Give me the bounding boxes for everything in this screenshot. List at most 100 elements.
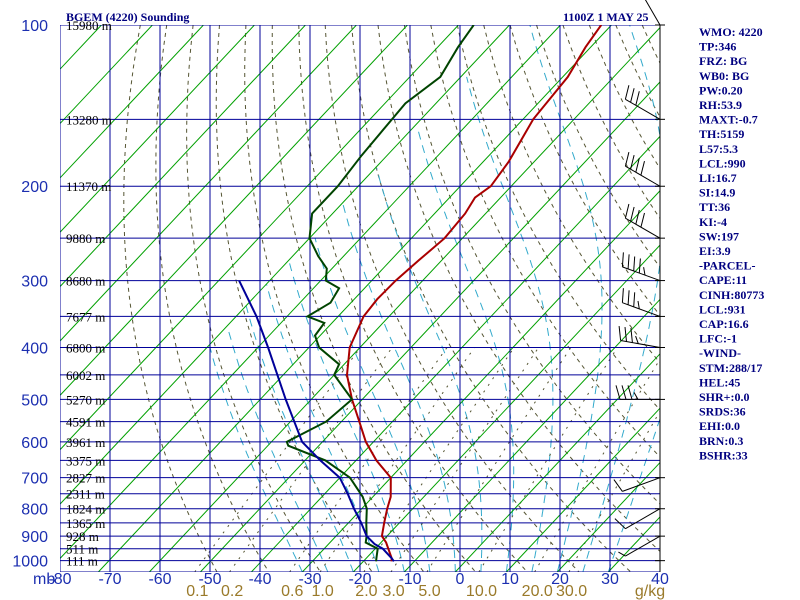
temperature-tick-label: -40 <box>248 571 271 588</box>
wind-barb-flag <box>640 160 645 176</box>
height-label: 6800 m <box>66 340 105 355</box>
wind-barb-flag <box>624 327 627 342</box>
wind-barb-flag <box>635 91 640 106</box>
isotherm-line <box>60 25 561 560</box>
height-label: 8680 m <box>66 274 105 289</box>
index-line: L57:5.3 <box>699 142 738 156</box>
index-line: LCL:990 <box>699 156 746 170</box>
index-line: SHR+:0.0 <box>699 390 750 404</box>
index-line: FRZ: BG <box>699 54 747 68</box>
height-label: 511 m <box>66 542 98 557</box>
moist-adiabat <box>607 417 660 572</box>
index-line: LFC:-1 <box>699 332 737 346</box>
index-line: SW:197 <box>699 229 739 243</box>
grid-layer <box>60 25 660 572</box>
mixing-ratio-line <box>534 358 660 572</box>
mixing-ratio-label: 3.0 <box>382 583 404 600</box>
isotherm-line <box>60 25 255 234</box>
index-line: BRN:0.3 <box>699 434 743 448</box>
height-label: 111 m <box>66 554 98 569</box>
moist-adiabat <box>266 284 380 572</box>
index-line: -WIND- <box>699 346 741 360</box>
wind-barbs <box>613 0 665 572</box>
isotherm-line <box>199 81 660 572</box>
dry-adiabat <box>186 25 321 572</box>
pressure-tick-label: 300 <box>21 274 48 291</box>
pressure-tick-label: 100 <box>21 18 48 35</box>
wind-barb-staff <box>625 535 661 557</box>
pressure-tick-label: 500 <box>21 392 48 409</box>
isotherm-line <box>60 25 204 179</box>
wind-barb-flag <box>624 203 630 219</box>
index-line: TP:346 <box>699 40 736 54</box>
mixing-ratio-label: 5.0 <box>418 583 440 600</box>
wind-barb-flag <box>635 335 639 344</box>
temperature-tick-label: -20 <box>348 571 371 588</box>
temperature-line <box>345 25 603 562</box>
height-label: 2311 m <box>66 487 105 502</box>
index-line: WMO: 4220 <box>699 25 763 39</box>
dry-adiabat <box>155 25 270 572</box>
temperature-tick-label: -50 <box>198 571 221 588</box>
mixing-ratio-line <box>363 347 515 572</box>
mixing-ratio-line <box>194 347 361 572</box>
wind-barb-flag <box>613 479 623 492</box>
height-label: 13280 m <box>66 112 112 127</box>
index-line: TH:5159 <box>699 127 744 141</box>
wind-barb-flag <box>627 254 630 269</box>
temperature-tick-label: -60 <box>148 571 171 588</box>
wind-barb-flag <box>615 385 621 400</box>
isotherm-line <box>60 25 510 505</box>
moist-adiabat <box>342 202 456 572</box>
height-label: 7677 m <box>66 309 105 324</box>
mixing-ratio-label: 20.0 <box>522 583 553 600</box>
height-label: 3375 m <box>66 453 105 468</box>
height-label: 4591 m <box>66 415 105 430</box>
wind-barb-flag <box>635 209 640 225</box>
mixing-ratio-line <box>390 347 540 572</box>
isotherm-line <box>148 26 660 572</box>
index-line: -PARCEL- <box>699 259 755 273</box>
index-line: RH:53.9 <box>699 98 742 112</box>
isotherm-line <box>60 25 306 288</box>
wind-barb-flag <box>618 551 626 557</box>
height-label: 3961 m <box>66 435 105 450</box>
isotherm-line <box>60 25 459 451</box>
wind-barb-flag <box>638 258 641 274</box>
wind-barb-flag <box>630 328 633 343</box>
wind-barb-flag <box>640 212 645 228</box>
height-label: 1824 m <box>66 502 105 517</box>
moist-adiabat <box>209 347 303 572</box>
dry-adiabat <box>271 25 476 572</box>
dry-adiabat <box>562 25 660 220</box>
adiabat-layer <box>60 25 660 572</box>
wind-barb-flag <box>630 154 635 170</box>
temperature-tick-label: 20 <box>551 571 569 588</box>
dry-adiabat <box>483 25 660 364</box>
profile-layer <box>238 25 603 562</box>
wind-barb-flag <box>621 385 627 400</box>
wind-barb-staff <box>644 0 661 26</box>
wind-barb-staff <box>625 217 661 239</box>
moist-adiabat <box>288 260 405 572</box>
pressure-tick-label: 600 <box>21 435 48 452</box>
dry-adiabat <box>123 25 218 572</box>
dewpoint-line <box>285 25 475 562</box>
wind-barb-flag <box>637 300 640 309</box>
index-line: LCL:931 <box>699 302 746 316</box>
wind-barb-flag <box>624 151 630 167</box>
dry-adiabat <box>298 25 528 572</box>
mixing-ratio-label: 30.0 <box>556 583 587 600</box>
wind-barb-flag <box>624 85 630 100</box>
mixing-ratio-label: 1.0 <box>311 583 333 600</box>
wind-barb-flag <box>643 267 646 276</box>
parcel-line <box>238 280 395 562</box>
index-line: MAXT:-0.7 <box>699 113 758 127</box>
isotherm-line <box>60 25 153 125</box>
wind-barb-flag <box>627 385 633 400</box>
isotherm-line <box>403 298 660 572</box>
wind-barb-flag <box>630 206 635 222</box>
mixing-ratio-line <box>229 347 393 572</box>
wind-barb-flag <box>627 290 630 305</box>
